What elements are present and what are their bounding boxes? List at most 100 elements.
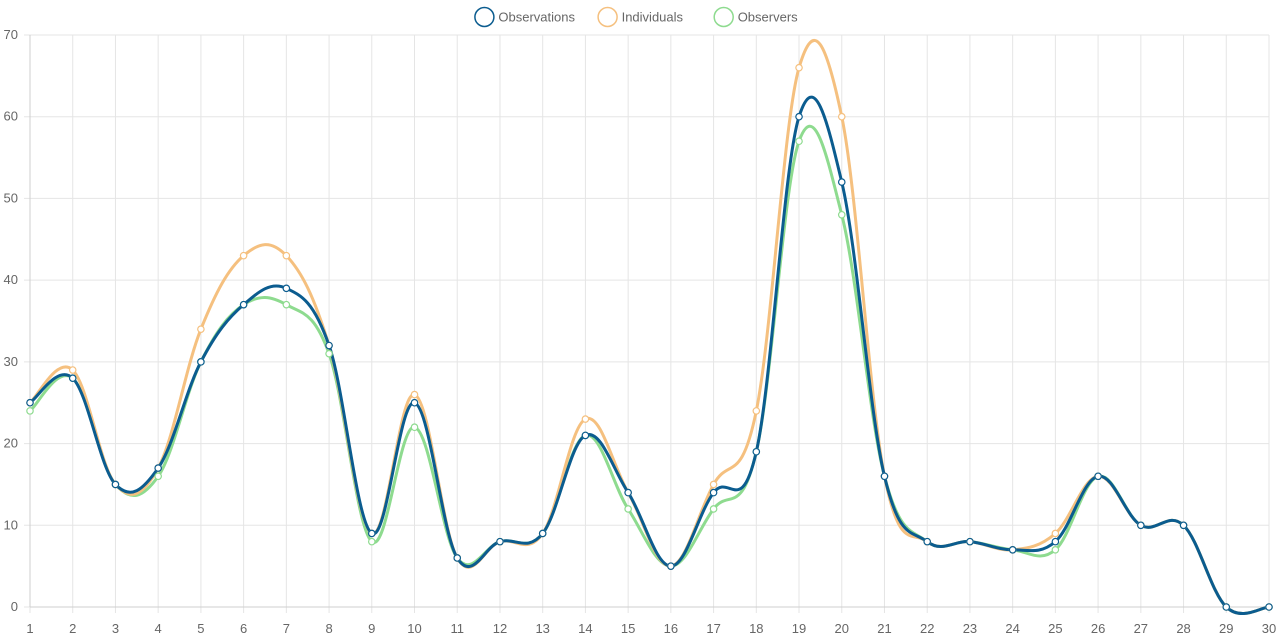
data-point-observations[interactable] (752, 447, 761, 456)
x-tick-label: 22 (920, 621, 934, 636)
data-point-observations[interactable] (282, 284, 291, 293)
legend: Observations Individuals Observers (474, 6, 798, 28)
data-point-observations[interactable] (1051, 537, 1060, 546)
data-point-observations[interactable] (410, 398, 419, 407)
data-point-observations[interactable] (1265, 603, 1273, 611)
data-point-observations[interactable] (26, 398, 34, 407)
y-tick-label: 20 (4, 436, 18, 451)
x-tick-label: 10 (407, 621, 421, 636)
data-point-observers[interactable] (624, 505, 632, 513)
x-tick-label: 25 (1048, 621, 1062, 636)
legend-item-individuals[interactable]: Individuals (597, 6, 684, 28)
x-tick-label: 9 (368, 621, 375, 636)
data-point-observations[interactable] (923, 537, 932, 546)
y-tick-label: 40 (4, 272, 18, 287)
data-point-individuals[interactable] (581, 415, 590, 423)
y-tick-label: 0 (11, 599, 18, 614)
x-tick-label: 13 (535, 621, 549, 636)
x-tick-label: 6 (240, 621, 247, 636)
data-point-individuals[interactable] (68, 366, 77, 374)
x-tick-label: 5 (197, 621, 204, 636)
x-tick-label: 28 (1176, 621, 1190, 636)
y-tick-label: 70 (4, 27, 18, 42)
legend-item-observers[interactable]: Observers (713, 6, 798, 28)
y-tick-label: 50 (4, 190, 18, 205)
data-point-observers[interactable] (26, 407, 34, 415)
data-point-observations[interactable] (111, 480, 120, 489)
x-tick-label: 27 (1134, 621, 1148, 636)
data-point-observers[interactable] (325, 349, 333, 358)
x-tick-label: 18 (749, 621, 763, 636)
data-point-individuals[interactable] (837, 112, 846, 121)
data-point-individuals[interactable] (752, 407, 761, 415)
x-tick-label: 24 (1005, 621, 1019, 636)
x-tick-label: 19 (792, 621, 806, 636)
x-tick-label: 29 (1219, 621, 1233, 636)
y-tick-label: 10 (4, 517, 18, 532)
data-point-individuals[interactable] (1051, 529, 1060, 538)
data-point-observations[interactable] (966, 537, 974, 546)
x-tick-label: 30 (1262, 621, 1276, 636)
data-point-observers[interactable] (709, 505, 718, 513)
x-tick-label: 3 (112, 621, 119, 636)
legend-label: Individuals (622, 10, 684, 25)
legend-item-observations[interactable]: Observations (474, 6, 576, 28)
data-point-observations[interactable] (624, 488, 632, 497)
y-tick-label: 30 (4, 354, 18, 369)
x-tick-label: 4 (155, 621, 162, 636)
x-tick-label: 15 (621, 621, 635, 636)
data-point-observations[interactable] (709, 488, 718, 497)
data-point-observations[interactable] (1179, 521, 1188, 530)
y-tick-label: 60 (4, 109, 18, 124)
x-tick-label: 14 (578, 621, 592, 636)
data-point-observations[interactable] (1008, 545, 1017, 554)
data-point-observations[interactable] (325, 341, 333, 350)
data-point-individuals[interactable] (795, 63, 803, 72)
data-point-observers[interactable] (795, 137, 803, 146)
data-point-observations[interactable] (197, 358, 205, 366)
series-line-individuals (28, 39, 1271, 615)
x-tick-label: 23 (963, 621, 977, 636)
x-tick-label: 8 (325, 621, 332, 636)
data-point-observations[interactable] (1094, 472, 1102, 481)
grid (24, 34, 1270, 613)
data-point-individuals[interactable] (239, 251, 248, 260)
data-point-individuals[interactable] (410, 390, 419, 399)
data-point-observations[interactable] (367, 529, 376, 538)
data-point-observations[interactable] (795, 112, 803, 121)
data-point-observations[interactable] (68, 374, 77, 383)
legend-marker (713, 6, 734, 28)
x-tick-label: 12 (493, 621, 507, 636)
data-point-individuals[interactable] (709, 480, 718, 489)
data-point-observations[interactable] (581, 431, 590, 440)
x-tick-label: 20 (835, 621, 849, 636)
data-point-observations[interactable] (496, 537, 504, 546)
data-point-observations[interactable] (1222, 603, 1231, 611)
series-points (26, 63, 1273, 611)
data-point-observations[interactable] (239, 300, 248, 309)
data-point-individuals[interactable] (197, 325, 205, 333)
data-point-observations[interactable] (538, 529, 547, 538)
data-point-observations[interactable] (1137, 521, 1145, 530)
x-tick-label: 16 (664, 621, 678, 636)
series-line-observations (28, 95, 1271, 615)
series-lines (28, 39, 1271, 615)
legend-marker (474, 6, 495, 28)
data-point-observers[interactable] (1051, 545, 1060, 554)
x-tick-label: 17 (706, 621, 720, 636)
data-point-observations[interactable] (453, 554, 462, 562)
data-point-observations[interactable] (837, 178, 846, 186)
data-point-observers[interactable] (154, 472, 162, 481)
data-point-observations[interactable] (154, 464, 162, 472)
data-point-observations[interactable] (880, 472, 889, 481)
x-tick-label: 1 (26, 621, 33, 636)
data-point-observations[interactable] (667, 562, 675, 570)
data-point-observers[interactable] (282, 300, 291, 309)
data-point-observers[interactable] (410, 423, 419, 432)
data-point-observers[interactable] (367, 537, 376, 546)
data-point-individuals[interactable] (282, 251, 291, 260)
axes: 1 2 3 4 5 6 7 8 9 10 11 12 13 14 15 16 17 18 19 20 21 22 23 24 2… (4, 27, 1277, 636)
legend-label: Observations (498, 10, 575, 25)
data-point-observers[interactable] (837, 210, 846, 219)
